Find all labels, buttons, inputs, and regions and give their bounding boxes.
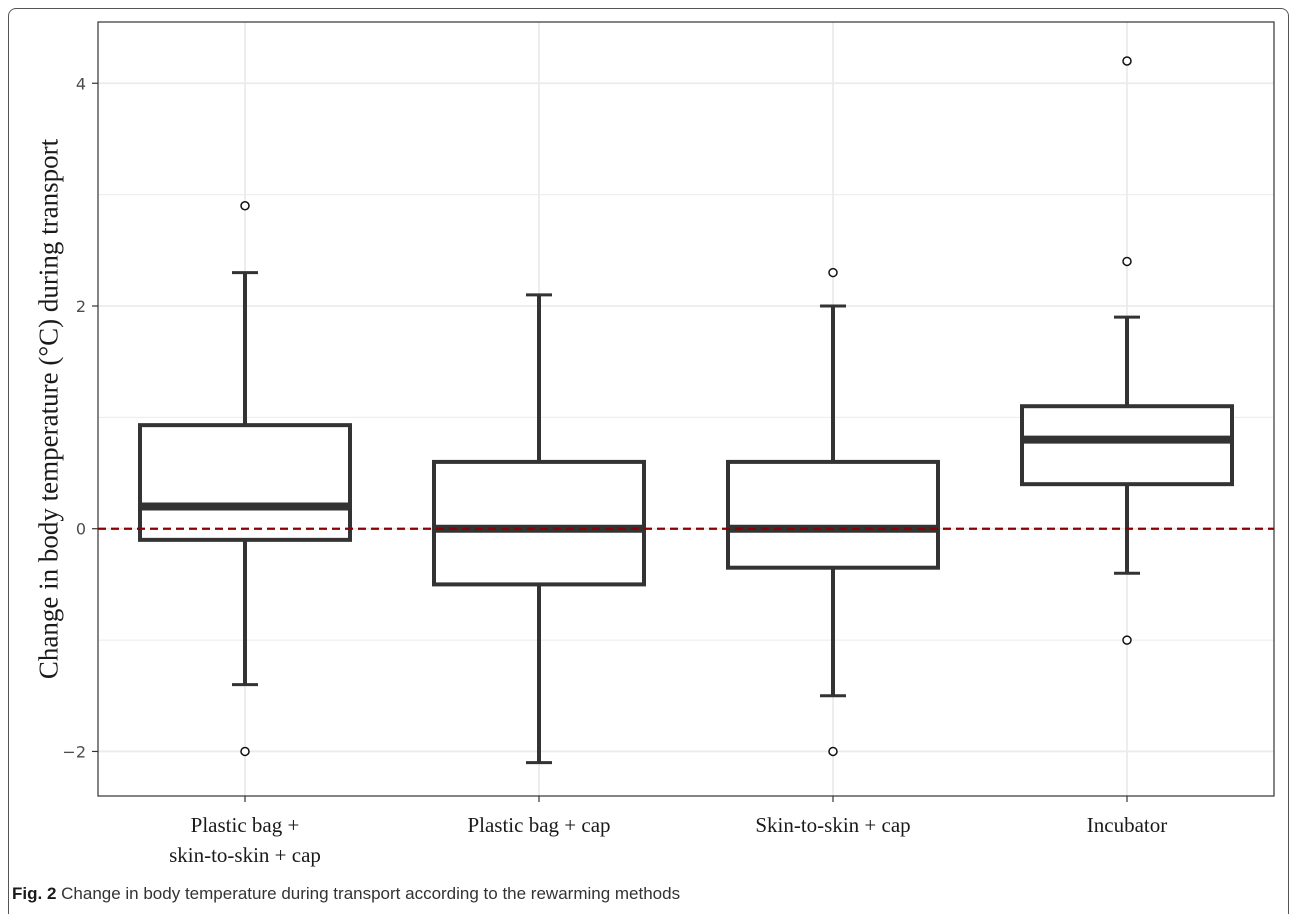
- figure-number: Fig. 2: [12, 884, 57, 903]
- caption-text: Change in body temperature during transp…: [56, 884, 681, 903]
- y-axis-title: Change in body temperature (°C) during t…: [33, 138, 63, 679]
- box-group: [726, 267, 940, 757]
- boxes-layer: [138, 56, 1234, 765]
- figure-caption: Fig. 2 Change in body temperature during…: [12, 884, 680, 904]
- box-group: [432, 293, 646, 765]
- x-category-label: skin-to-skin + cap: [169, 843, 321, 867]
- y-tick-label: 4: [76, 74, 86, 93]
- plot-panel-border: [97, 21, 1275, 797]
- box-group: [1020, 56, 1234, 645]
- box-plot-chart: −2 0 2 4 Plastic bag + skin-to-skin + cap Plas…: [33, 21, 1275, 867]
- outlier-point: [828, 746, 838, 757]
- box-iqr: [138, 423, 352, 542]
- outlier-point: [1122, 256, 1132, 267]
- figure-frame: [8, 8, 1289, 914]
- y-tick-label: 2: [76, 297, 86, 316]
- box-iqr: [432, 459, 646, 587]
- box-iqr: [1020, 404, 1234, 487]
- box-group: [138, 201, 352, 757]
- box-iqr: [726, 459, 940, 570]
- x-category-label: Skin-to-skin + cap: [755, 813, 910, 837]
- outlier-point: [240, 201, 250, 211]
- y-tick-label: 0: [76, 520, 86, 539]
- outlier-point: [1122, 56, 1132, 66]
- outlier-point: [240, 746, 250, 757]
- x-category-label: Plastic bag + cap: [467, 813, 610, 837]
- outlier-point: [828, 267, 838, 278]
- x-category-label: Incubator: [1087, 813, 1167, 837]
- axis-layer: −2 0 2 4 Plastic bag + skin-to-skin + cap Plas…: [62, 74, 1167, 867]
- outlier-point: [1122, 635, 1132, 645]
- x-category-label: Plastic bag +: [191, 813, 300, 837]
- y-tick-label: −2: [62, 742, 86, 761]
